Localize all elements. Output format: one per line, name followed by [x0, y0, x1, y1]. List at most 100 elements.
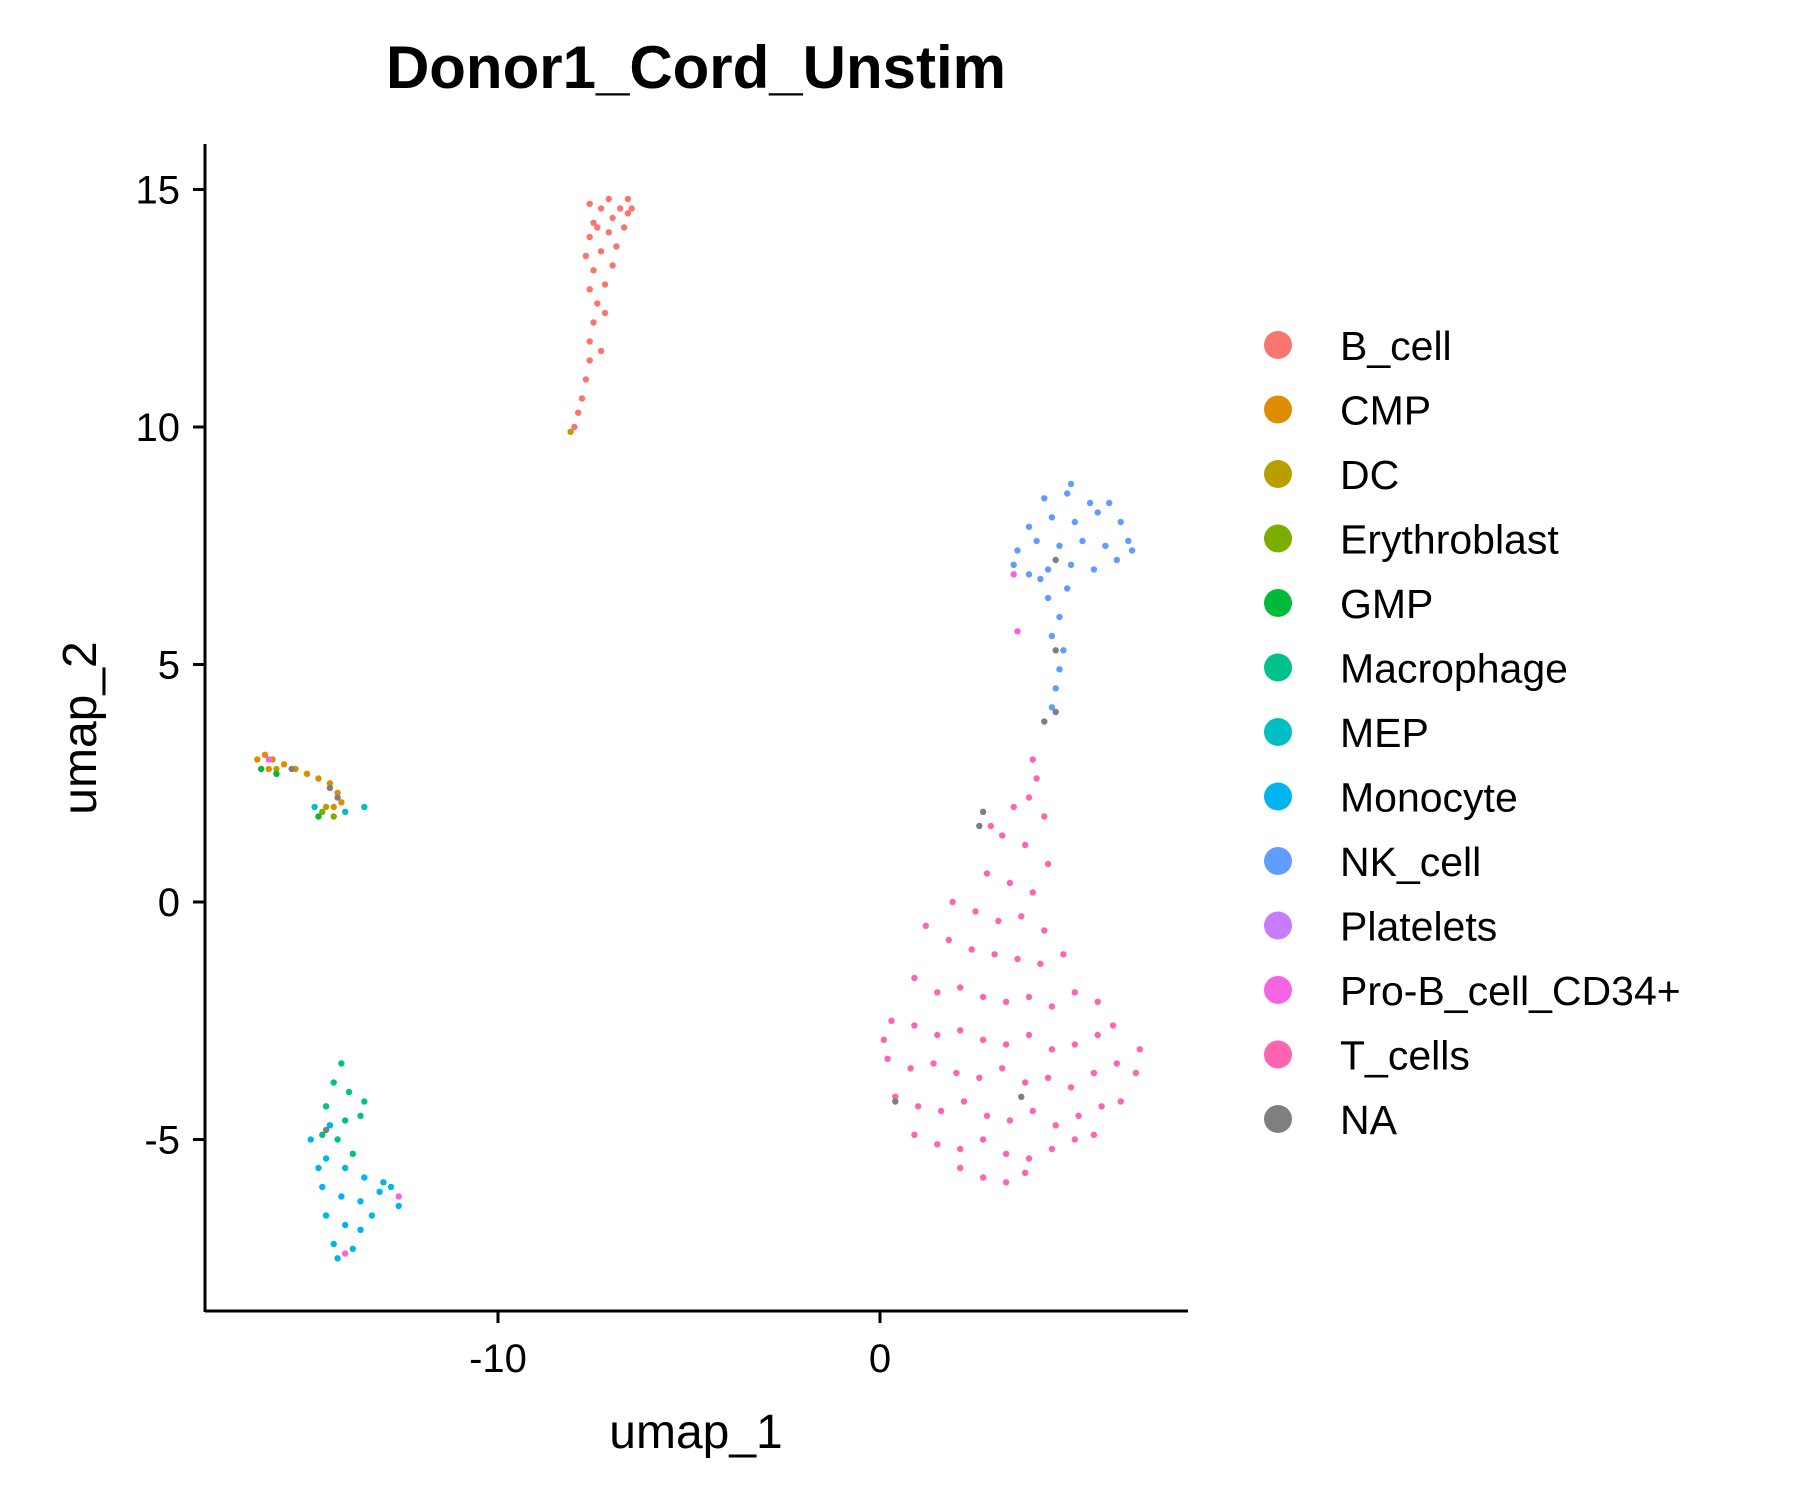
data-point [979, 1136, 987, 1143]
legend-swatch [1264, 524, 1292, 553]
data-point [1041, 813, 1048, 820]
data-point [613, 243, 620, 250]
data-point [1094, 998, 1101, 1005]
data-point [1025, 993, 1033, 1001]
data-point [315, 775, 322, 782]
data-point [361, 1098, 368, 1105]
data-point [1064, 490, 1071, 497]
data-point [1021, 1079, 1029, 1086]
data-point [342, 1221, 349, 1229]
data-point [609, 214, 616, 222]
legend-label: Erythroblast [1340, 517, 1559, 563]
y-axis-ticks: 15 10 5 0 -5 [136, 169, 205, 1163]
y-tick-label: 15 [136, 169, 181, 213]
data-point [1033, 775, 1040, 782]
data-point [1037, 575, 1044, 583]
x-tick-label: 0 [869, 1337, 891, 1381]
data-point [1048, 1046, 1056, 1053]
data-point [987, 822, 994, 830]
data-point [345, 1088, 353, 1096]
chart-title: Donor1_Cord_Unstim [386, 34, 1006, 101]
series-monocyte [307, 1122, 402, 1262]
data-point [322, 1126, 330, 1134]
data-point [995, 917, 1002, 925]
data-point [957, 1027, 964, 1034]
legend-entry: NA [1264, 1097, 1398, 1143]
data-point [571, 423, 578, 431]
data-point [1010, 803, 1017, 811]
plot-points [254, 195, 1144, 1262]
series-t-cells [880, 756, 1144, 1186]
data-point [934, 1031, 941, 1039]
x-tick-label: -10 [469, 1337, 527, 1381]
data-point [880, 1036, 887, 1044]
data-point [907, 1065, 914, 1072]
data-point [319, 808, 326, 815]
data-point [1025, 523, 1033, 530]
data-point [361, 803, 368, 811]
data-point [628, 205, 635, 212]
data-point [1018, 913, 1025, 920]
x-axis-ticks: -10 0 [469, 1311, 891, 1381]
data-point [315, 813, 322, 820]
data-point [1002, 1179, 1010, 1186]
legend-label: CMP [1340, 388, 1431, 434]
data-point [349, 1150, 356, 1158]
data-point [934, 1141, 941, 1148]
data-point [979, 808, 987, 815]
data-point [338, 799, 345, 806]
data-point [342, 1117, 349, 1124]
data-point [892, 1098, 899, 1105]
data-point [1113, 1060, 1121, 1067]
series-b-cell [571, 195, 635, 431]
legend-swatch [1264, 1105, 1292, 1133]
data-point [888, 1017, 895, 1024]
data-point [368, 1212, 376, 1219]
data-point [968, 946, 975, 953]
data-point [999, 1065, 1006, 1072]
data-point [1037, 960, 1044, 967]
data-point [1075, 1112, 1082, 1120]
data-point [930, 1060, 937, 1067]
data-point [319, 1131, 326, 1139]
data-point [1044, 1074, 1052, 1082]
data-point [911, 974, 918, 982]
data-point [1044, 860, 1052, 868]
data-point [1029, 756, 1037, 763]
legend-swatch [1264, 589, 1292, 617]
data-point [265, 756, 272, 763]
data-point [590, 267, 597, 274]
data-point [1041, 495, 1048, 502]
data-point [1002, 1150, 1010, 1158]
data-point [983, 870, 991, 877]
data-point [979, 1036, 987, 1044]
data-point [957, 1164, 964, 1172]
legend-entry: MEP [1264, 710, 1429, 756]
data-point [1029, 1107, 1037, 1115]
data-point [605, 195, 612, 203]
legend-swatch [1264, 395, 1292, 424]
data-point [597, 347, 605, 355]
data-point [1136, 1046, 1144, 1053]
data-point [624, 195, 632, 203]
data-point [338, 1193, 345, 1200]
data-point [575, 409, 582, 416]
data-point [1014, 955, 1021, 963]
data-point [1021, 841, 1029, 849]
data-point [586, 338, 593, 345]
legend-swatch [1264, 782, 1292, 811]
data-point [342, 808, 349, 815]
data-point [983, 1112, 991, 1120]
data-point [620, 224, 628, 231]
series-nk-cell [1010, 480, 1136, 711]
data-point [265, 765, 272, 773]
y-tick-label: 5 [158, 644, 180, 688]
legend-label: Macrophage [1340, 646, 1568, 692]
data-point [307, 1136, 314, 1143]
data-point [303, 770, 311, 777]
data-point [582, 376, 590, 383]
data-point [991, 951, 998, 958]
data-point [594, 300, 601, 307]
data-point [567, 428, 574, 435]
